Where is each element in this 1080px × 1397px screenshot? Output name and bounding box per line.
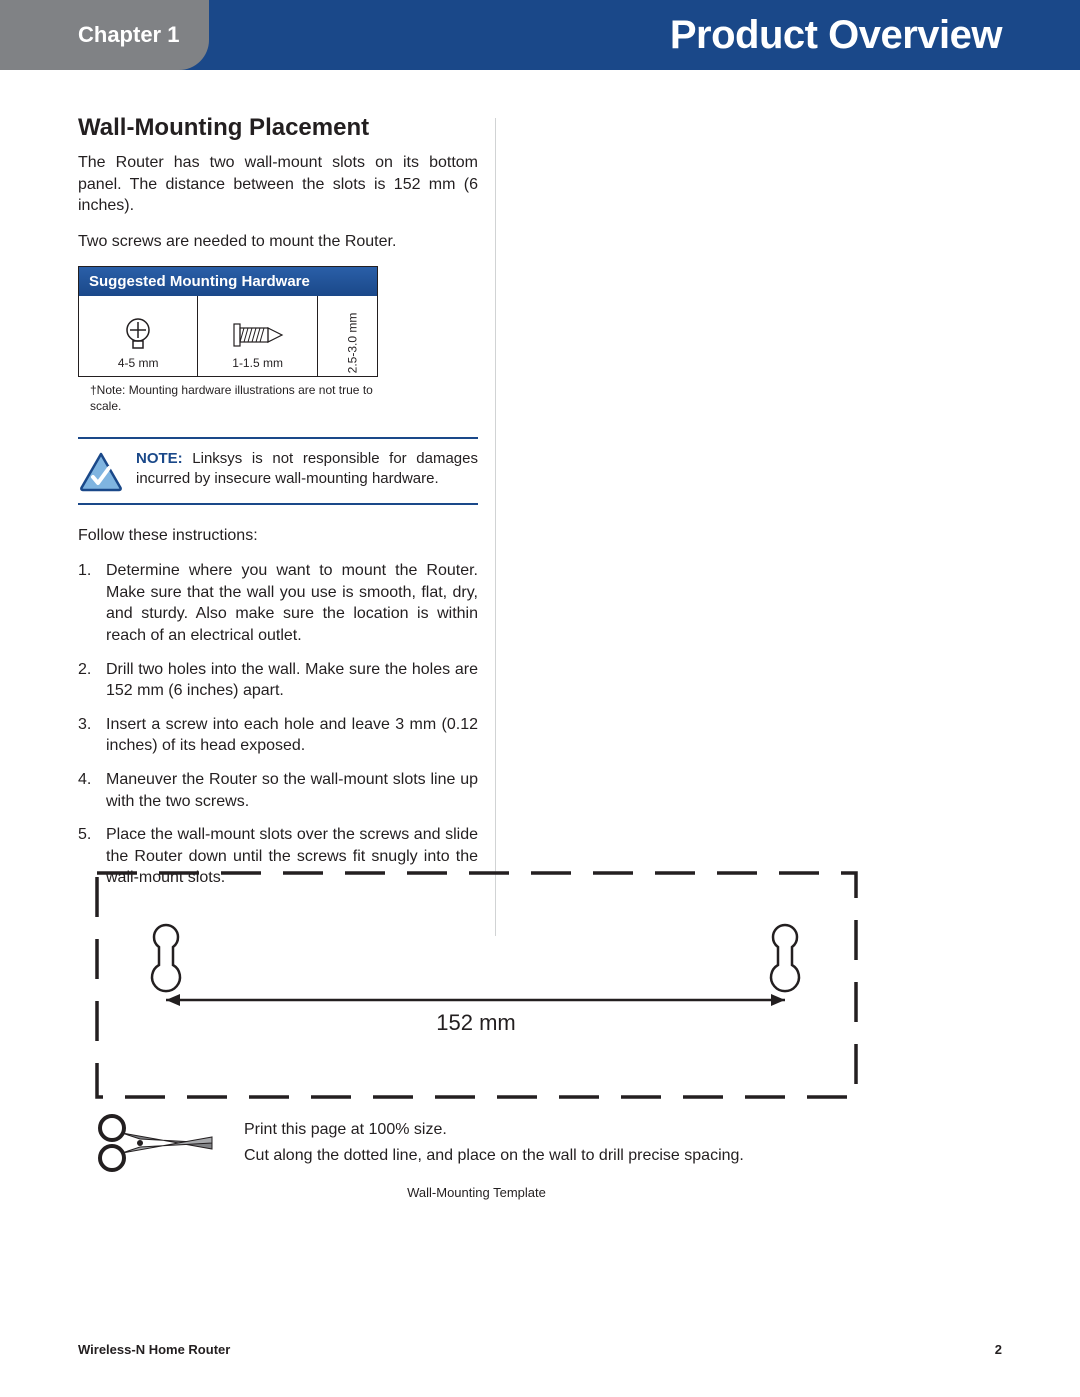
template-instructions: Print this page at 100% size. Cut along … [244, 1117, 744, 1168]
left-column: Wall-Mounting Placement The Router has t… [78, 114, 478, 889]
template-caption-row: Print this page at 100% size. Cut along … [94, 1113, 859, 1173]
template-diagram: 152 mm [94, 870, 859, 1100]
screw-thread-icon [228, 316, 288, 352]
note-label: NOTE: [136, 450, 183, 467]
hardware-vertical-label: 2.5-3.0 mm [345, 313, 359, 374]
instruction-item: Determine where you want to mount the Ro… [78, 560, 478, 646]
chapter-tab: Chapter 1 [0, 0, 209, 70]
instructions-lead: Follow these instructions: [78, 525, 478, 547]
section-heading: Wall-Mounting Placement [78, 114, 478, 142]
hardware-footnote: †Note: Mounting hardware illustrations a… [78, 383, 378, 414]
footer-product-name: Wireless-N Home Router [78, 1342, 230, 1357]
instructions-list: Determine where you want to mount the Ro… [78, 560, 478, 889]
note-text: NOTE: Linksys is not responsible for dam… [136, 449, 478, 490]
distance-label: 152 mm [436, 1010, 515, 1035]
hardware-cell-depth: 2.5-3.0 mm [318, 296, 377, 376]
note-body: Linksys is not responsible for damages i… [136, 450, 478, 487]
mounting-template: 152 mm Print this page at 100% size. Cut… [94, 870, 859, 1200]
instruction-item: Insert a screw into each hole and leave … [78, 714, 478, 757]
note-callout: NOTE: Linksys is not responsible for dam… [78, 437, 478, 505]
hardware-cell-screw-head: 4-5 mm [79, 296, 198, 376]
hardware-label-1: 4-5 mm [118, 356, 159, 370]
hardware-label-2: 1-1.5 mm [232, 356, 283, 370]
instruction-item: Maneuver the Router so the wall-mount sl… [78, 769, 478, 812]
footer-page-number: 2 [995, 1342, 1002, 1357]
paragraph-2: Two screws are needed to mount the Route… [78, 231, 478, 253]
header-bar: Chapter 1 Product Overview [0, 0, 1080, 70]
paragraph-1: The Router has two wall-mount slots on i… [78, 152, 478, 217]
hardware-table-header: Suggested Mounting Hardware [79, 267, 377, 296]
checkmark-triangle-icon [78, 451, 124, 493]
instruction-item: Drill two holes into the wall. Make sure… [78, 659, 478, 702]
template-caption: Wall-Mounting Template [94, 1185, 859, 1200]
hardware-table: Suggested Mounting Hardware 4-5 mm [78, 266, 378, 377]
cut-instruction: Cut along the dotted line, and place on … [244, 1143, 744, 1169]
hardware-cell-screw-thread: 1-1.5 mm [198, 296, 317, 376]
scissors-icon [94, 1113, 214, 1173]
print-instruction: Print this page at 100% size. [244, 1117, 744, 1143]
hardware-table-row: 4-5 mm 1-1.5 mm [79, 296, 377, 376]
column-divider [495, 118, 496, 936]
chapter-label: Chapter 1 [78, 7, 179, 63]
screw-head-icon [120, 316, 156, 352]
page-footer: Wireless-N Home Router 2 [0, 1342, 1080, 1357]
page-title: Product Overview [670, 13, 1002, 58]
content-area: Wall-Mounting Placement The Router has t… [0, 70, 1080, 889]
